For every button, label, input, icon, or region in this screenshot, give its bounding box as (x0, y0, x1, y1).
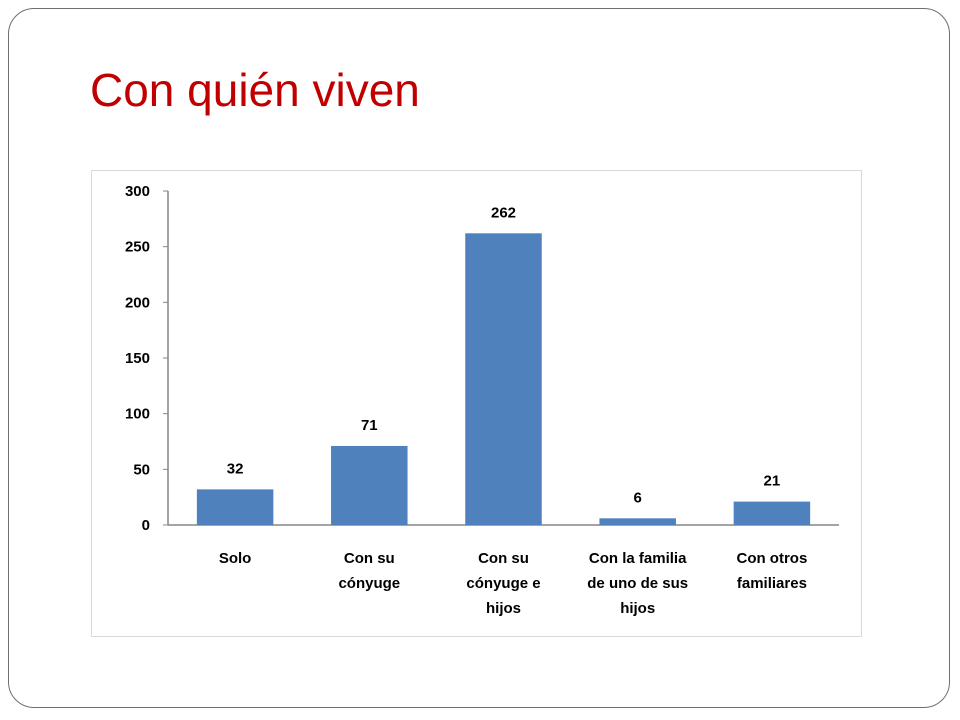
chart-panel: 0 50 100 150 200 250 300 32 71 262 6 21 Solo Con su… (91, 170, 862, 637)
y-tick-label: 50 (133, 461, 150, 478)
bar (599, 518, 676, 525)
category-label: Solo (219, 550, 252, 567)
category-label: Con otros familiares (736, 550, 807, 592)
category-label: Con su cónyuge (338, 550, 400, 592)
y-tick-label: 250 (125, 239, 150, 256)
data-labels: 32 71 262 6 21 (227, 204, 780, 506)
category-labels: Solo Con su cónyuge Con su cónyuge e hijos Con… (219, 550, 807, 617)
y-tick-label: 300 (125, 183, 150, 200)
bar (465, 233, 542, 525)
data-label: 21 (764, 473, 781, 490)
y-axis: 0 50 100 150 200 250 300 (125, 183, 169, 534)
data-label: 71 (361, 417, 378, 434)
bar (331, 445, 408, 525)
data-label: 6 (634, 489, 642, 506)
category-label: Con la familia de uno de sus hijos (587, 550, 688, 617)
bars (196, 233, 811, 525)
data-label: 262 (491, 204, 516, 221)
y-tick-label: 150 (125, 350, 150, 367)
bar (733, 501, 811, 525)
bar-chart: 0 50 100 150 200 250 300 32 71 262 6 21 Solo Con su… (125, 183, 839, 617)
data-label: 32 (227, 460, 244, 477)
bar (196, 489, 274, 525)
y-tick-label: 0 (142, 517, 150, 534)
y-tick-label: 200 (125, 294, 150, 311)
category-label: Con su cónyuge e hijos (466, 550, 540, 617)
slide-title: Con quién viven (90, 64, 420, 116)
y-tick-label: 100 (125, 406, 150, 423)
